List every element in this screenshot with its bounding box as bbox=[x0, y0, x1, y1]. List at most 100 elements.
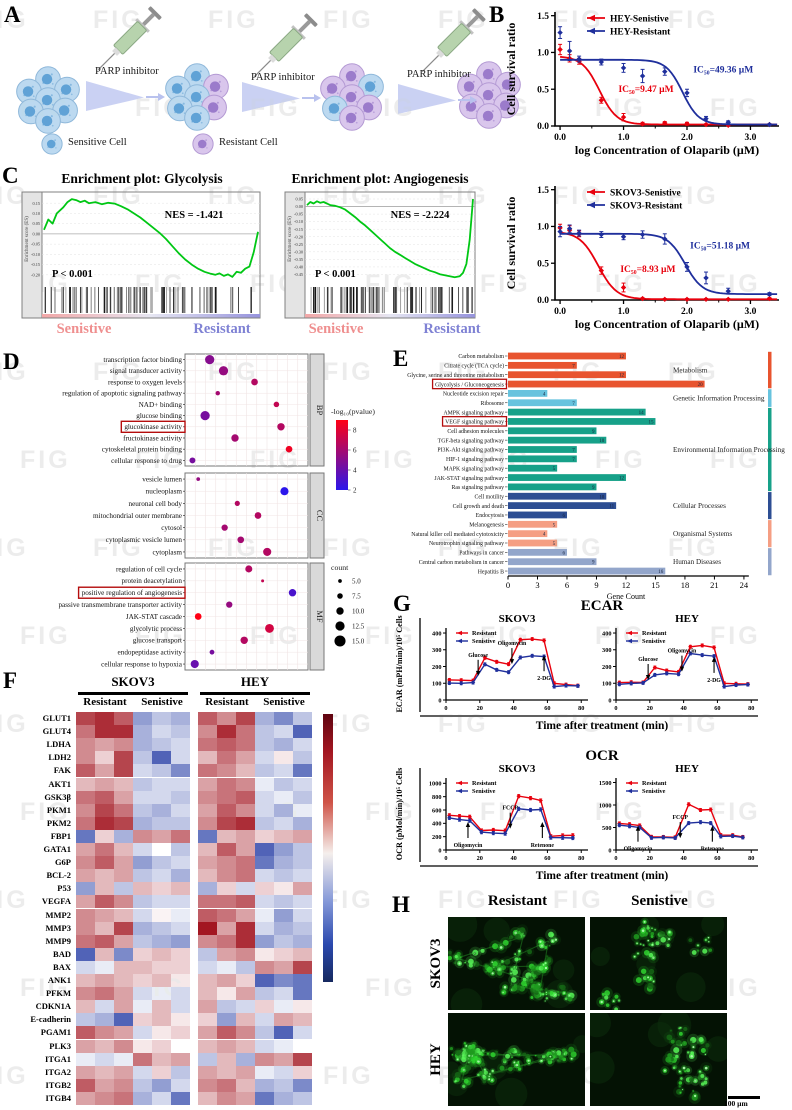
svg-text:glycolytic process: glycolytic process bbox=[130, 625, 182, 633]
svg-text:Resistant: Resistant bbox=[642, 780, 667, 787]
heatmap-hm-c bbox=[133, 1091, 152, 1105]
heatmap-hm-c bbox=[76, 1065, 95, 1079]
heatmap-hm-c bbox=[133, 1039, 152, 1053]
svg-text:20: 20 bbox=[647, 855, 653, 862]
heatmap-hm-c bbox=[114, 1065, 133, 1079]
svg-text:5.0: 5.0 bbox=[352, 578, 361, 586]
svg-text:Glucose: Glucose bbox=[638, 657, 658, 663]
heatmap-hm-c bbox=[255, 1000, 274, 1014]
heatmap-hm-c bbox=[114, 856, 133, 870]
heatmap-hm-c bbox=[133, 882, 152, 896]
svg-text:40: 40 bbox=[510, 855, 516, 862]
heatmap-hm-c bbox=[236, 1065, 255, 1079]
heatmap-hm-c bbox=[152, 882, 171, 896]
heatmap-hm-c bbox=[198, 777, 217, 791]
heatmap-hm-c bbox=[133, 1065, 152, 1079]
svg-text:endopeptidase activity: endopeptidase activity bbox=[118, 649, 183, 657]
heatmap-hm-c bbox=[198, 1065, 217, 1079]
svg-text:10: 10 bbox=[599, 495, 605, 500]
heatmap-hm-rl: PGAM1 bbox=[40, 1027, 71, 1038]
svg-text:300: 300 bbox=[602, 647, 611, 654]
heatmap-hm-c bbox=[198, 1026, 217, 1040]
heatmap-hm-c bbox=[236, 895, 255, 909]
svg-text:7: 7 bbox=[572, 458, 575, 463]
heatmap-hm-c bbox=[217, 803, 236, 817]
heatmap-hm-c bbox=[293, 738, 312, 752]
heatmap-hm-rl: G6P bbox=[54, 857, 71, 868]
svg-text:9: 9 bbox=[594, 580, 598, 590]
heatmap-hm-rl: MMP2 bbox=[45, 909, 72, 920]
svg-text:15.0: 15.0 bbox=[352, 638, 365, 646]
heatmap-hm-c bbox=[133, 908, 152, 922]
svg-text:400: 400 bbox=[432, 630, 441, 637]
heatmap-hm-c bbox=[217, 895, 236, 909]
heatmap-hm-c bbox=[95, 843, 114, 857]
heatmap-hm-c bbox=[171, 764, 190, 778]
scale-bar-label: 100 µm bbox=[724, 1099, 748, 1108]
fluorescence-image-hey-resistant bbox=[448, 1013, 585, 1106]
svg-text:0: 0 bbox=[438, 697, 441, 704]
svg-text:AMPK signaling pathway: AMPK signaling pathway bbox=[443, 410, 504, 416]
heatmap-hm-c bbox=[171, 1026, 190, 1040]
heatmap-hm-c bbox=[198, 987, 217, 1001]
svg-text:0.05: 0.05 bbox=[32, 221, 40, 226]
heatmap-hm-rl: BAX bbox=[53, 961, 71, 972]
heatmap-hm-c bbox=[76, 1091, 95, 1105]
svg-text:MAPK signaling pathway: MAPK signaling pathway bbox=[443, 466, 504, 472]
svg-text:-0.10: -0.10 bbox=[31, 252, 40, 257]
heatmap-hm-c bbox=[255, 764, 274, 778]
heatmap-hm-c bbox=[152, 751, 171, 765]
svg-text:1.0: 1.0 bbox=[537, 49, 549, 59]
svg-text:Resistant: Resistant bbox=[423, 321, 480, 337]
heatmap-hm-rl: VEGFA bbox=[41, 896, 71, 907]
svg-text:Endocytosis: Endocytosis bbox=[476, 513, 505, 519]
heatmap-hm-c bbox=[171, 1052, 190, 1066]
svg-text:0.0: 0.0 bbox=[537, 122, 549, 132]
svg-text:Retenone: Retenone bbox=[531, 843, 555, 849]
svg-text:Ras signaling pathway: Ras signaling pathway bbox=[452, 485, 505, 491]
heatmap-hm-c bbox=[217, 1078, 236, 1092]
svg-text:-0.05: -0.05 bbox=[31, 242, 40, 247]
heatmap-hm-c bbox=[114, 869, 133, 883]
svg-text:Oligomycin: Oligomycin bbox=[668, 649, 697, 655]
heatmap-hm-c bbox=[198, 895, 217, 909]
svg-text:VEGF signaling pathway: VEGF signaling pathway bbox=[445, 420, 504, 426]
heatmap-hm-c bbox=[274, 934, 293, 948]
heatmap-hm-c bbox=[236, 1091, 255, 1105]
heatmap-hm-c bbox=[236, 921, 255, 935]
heatmap-hm-c bbox=[114, 908, 133, 922]
heatmap-hm-c bbox=[255, 947, 274, 961]
heatmap-hm-c bbox=[114, 1013, 133, 1027]
panel-g-metabolic-charts: ECAR ECAR (mPH/min)/10⁵ Cells Time after t… bbox=[395, 598, 758, 882]
heatmap-hm-c bbox=[293, 921, 312, 935]
heatmap-hm-c bbox=[293, 829, 312, 843]
heatmap-hm-c bbox=[171, 895, 190, 909]
heatmap-hm-c bbox=[133, 751, 152, 765]
gsea-plot-angiogenesis: Enrichment plot: Angiogenesis 0.05 0.00 -0.… bbox=[284, 171, 481, 337]
svg-text:transcription factor binding: transcription factor binding bbox=[103, 356, 182, 364]
svg-text:nucleoplasm: nucleoplasm bbox=[146, 488, 183, 496]
heatmap-hm-c bbox=[95, 869, 114, 883]
heatmap-hm-c bbox=[198, 1039, 217, 1053]
panel-h-tube-formation: Resistant Senistive SKOV3 HEY 100 µm bbox=[390, 893, 792, 1110]
heatmap-hm-c bbox=[76, 803, 95, 817]
svg-text:5: 5 bbox=[553, 542, 556, 547]
heatmap-hm-rl: FBP1 bbox=[50, 830, 71, 841]
svg-text:Oligomycin: Oligomycin bbox=[498, 641, 527, 647]
svg-text:Resistant: Resistant bbox=[642, 630, 667, 637]
svg-text:Central carbon metabolism in c: Central carbon metabolism in cancer bbox=[419, 560, 504, 566]
heatmap-hm-c bbox=[76, 1026, 95, 1040]
heatmap-hm-c bbox=[76, 856, 95, 870]
heatmap-hm-c bbox=[293, 934, 312, 948]
heatmap-hm-c bbox=[274, 1052, 293, 1066]
gsea-plot-glycolysis: Enrichment plot: Glycolysis 0.15 0.10 0.05 0… bbox=[21, 171, 261, 337]
heatmap-hm-c bbox=[293, 1091, 312, 1105]
svg-text:FCCP: FCCP bbox=[673, 815, 689, 821]
svg-text:Enrichment score (ES): Enrichment score (ES) bbox=[288, 216, 293, 262]
panel-e-kegg-bar-chart: Carbon metabolism 12 Citrate cycle (TCA cy… bbox=[407, 351, 785, 601]
heatmap-hm-c bbox=[95, 1039, 114, 1053]
heatmap-hm-c bbox=[76, 908, 95, 922]
fluorescence-image-skov3-resistant bbox=[448, 917, 585, 1010]
heatmap-hm-c bbox=[236, 1026, 255, 1040]
svg-text:0.00: 0.00 bbox=[295, 204, 303, 209]
